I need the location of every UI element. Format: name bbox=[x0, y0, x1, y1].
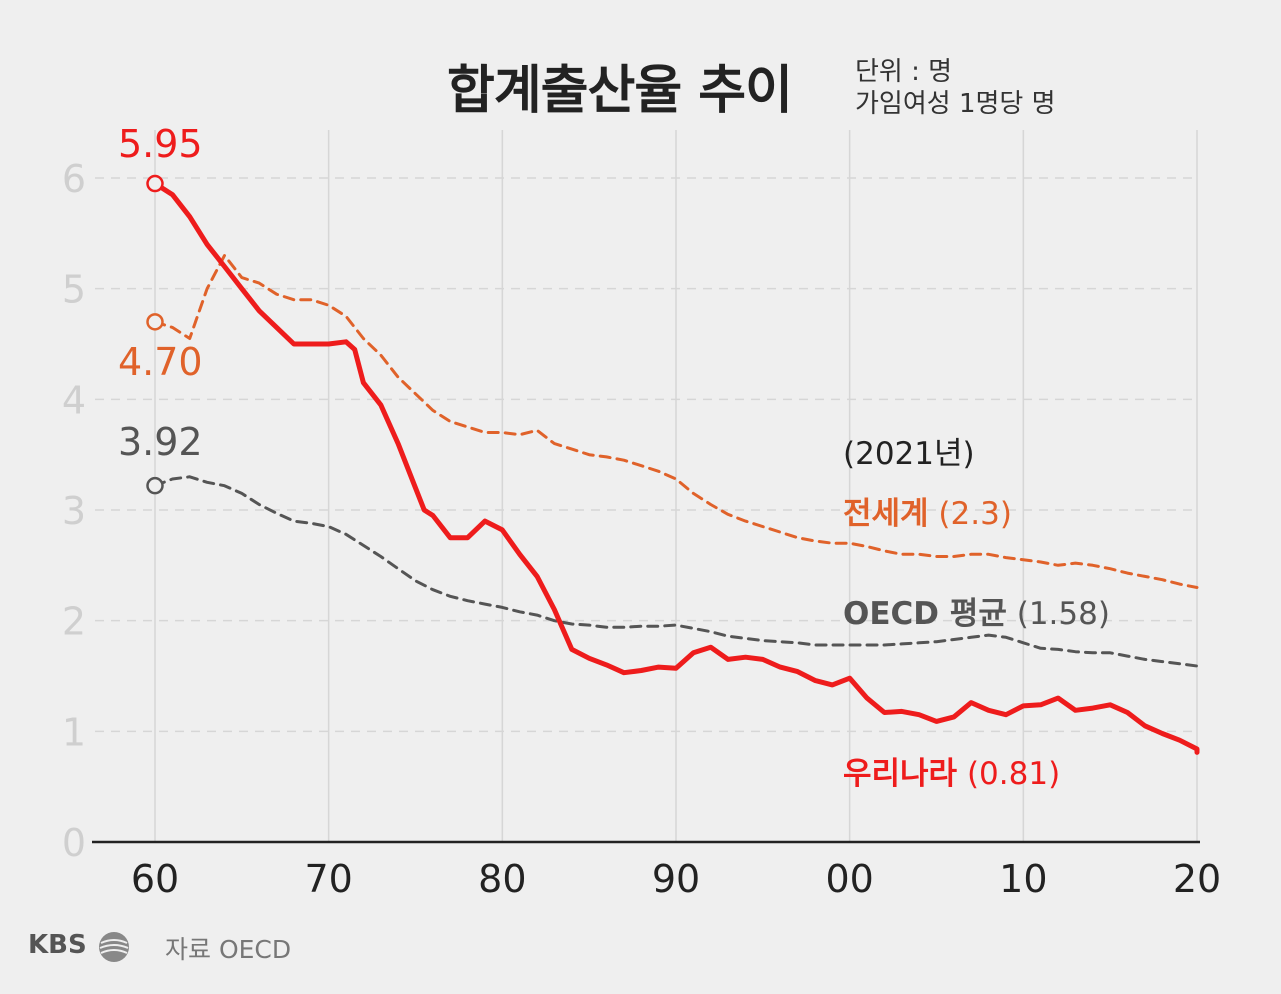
unit-line-1: 단위 : 명 bbox=[855, 57, 953, 87]
world-start-label: 4.70 bbox=[118, 340, 203, 384]
chart-title: 합계출산율 추이 bbox=[447, 61, 793, 121]
x-tick-label: 10 bbox=[999, 857, 1047, 901]
series-line-oecd bbox=[153, 475, 1199, 669]
year-note: (2021년) bbox=[843, 436, 975, 472]
y-tick-label: 4 bbox=[62, 378, 86, 422]
korea-start-label: 5.95 bbox=[118, 122, 203, 166]
kbs-logo-icon bbox=[99, 932, 129, 962]
world-annotation: 전세계 (2.3) bbox=[843, 488, 1012, 533]
source-note: 자료 OECD bbox=[165, 935, 292, 964]
korea-value: (0.81) bbox=[966, 756, 1061, 792]
korea-annotation: 우리나라 (0.81) bbox=[843, 748, 1060, 793]
start-marker-korea bbox=[146, 174, 164, 193]
series-lines bbox=[152, 181, 1200, 755]
kbs-logo: KBS bbox=[28, 930, 87, 960]
start-markers bbox=[146, 174, 164, 495]
y-tick-label: 5 bbox=[62, 268, 86, 312]
x-tick-label: 70 bbox=[304, 857, 352, 901]
start-marker-world bbox=[146, 313, 164, 331]
oecd-start-label: 3.92 bbox=[118, 420, 203, 464]
y-tick-label: 0 bbox=[62, 821, 86, 865]
start-marker-oecd bbox=[146, 476, 164, 495]
y-tick-label: 3 bbox=[62, 489, 86, 533]
x-tick-label: 60 bbox=[131, 857, 179, 901]
series-line-world bbox=[153, 254, 1199, 589]
korea-name: 우리나라 bbox=[843, 756, 958, 792]
x-tick-label: 20 bbox=[1173, 857, 1221, 901]
oecd-value: (1.58) bbox=[1016, 596, 1110, 632]
y-tick-label: 2 bbox=[62, 600, 86, 644]
series-line-korea bbox=[152, 181, 1200, 755]
y-tick-label: 1 bbox=[62, 710, 86, 754]
x-axis-ticks: 60 70 80 90 00 10 20 bbox=[131, 857, 1221, 901]
x-tick-label: 00 bbox=[825, 857, 873, 901]
x-tick-label: 80 bbox=[478, 857, 526, 901]
y-axis-ticks: 0 1 2 3 4 5 6 bbox=[62, 157, 86, 865]
world-value: (2.3) bbox=[938, 496, 1012, 532]
oecd-name: OECD 평균 bbox=[843, 596, 1007, 632]
oecd-annotation: OECD 평균 (1.58) bbox=[843, 588, 1110, 633]
world-name: 전세계 bbox=[843, 496, 929, 532]
x-tick-label: 90 bbox=[652, 857, 700, 901]
unit-line-2: 가임여성 1명당 명 bbox=[855, 89, 1056, 119]
unit-note: 단위 : 명 가임여성 1명당 명 bbox=[855, 56, 1056, 120]
gridlines bbox=[95, 130, 1198, 842]
y-tick-label: 6 bbox=[62, 157, 86, 201]
